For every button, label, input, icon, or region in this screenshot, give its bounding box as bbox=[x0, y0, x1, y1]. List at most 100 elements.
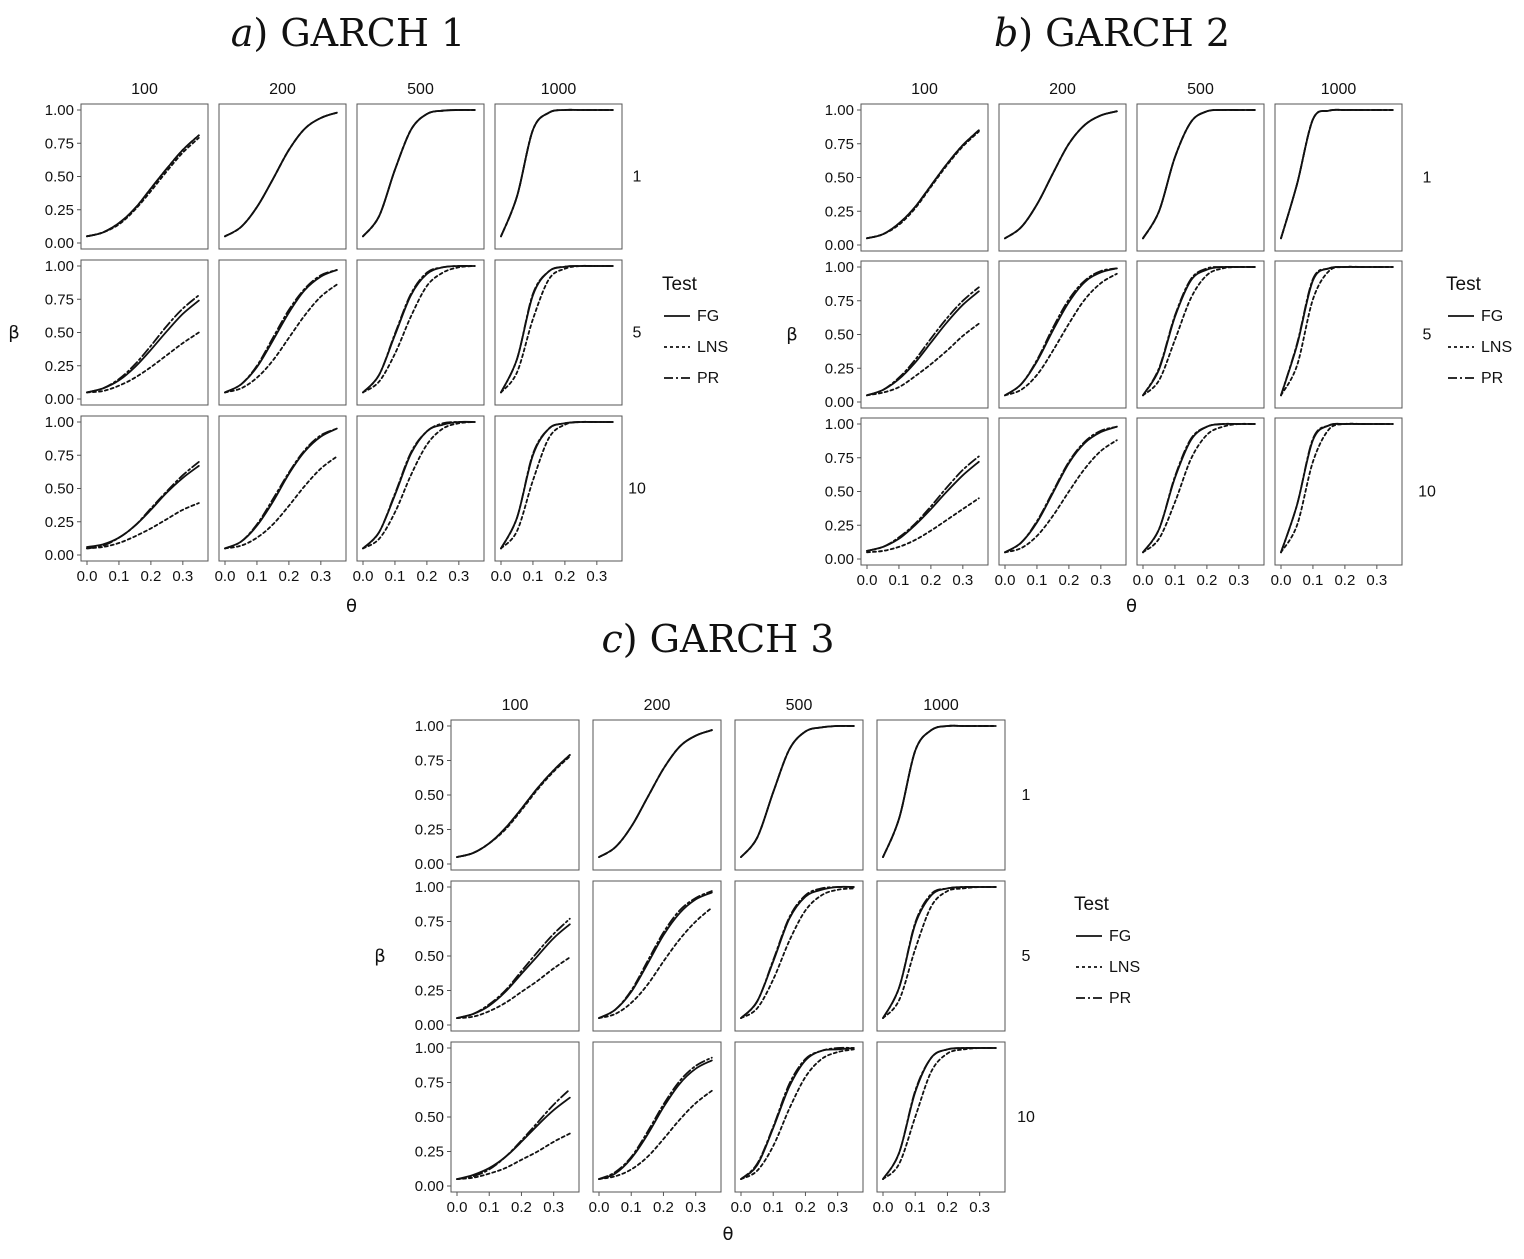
facet-panel: 0.0 0.1 0.2 0.3 bbox=[1271, 417, 1403, 589]
y-tick-label: 0.00 bbox=[825, 237, 854, 254]
row-strip-label: 10 bbox=[1017, 1109, 1035, 1126]
facet-panel bbox=[356, 103, 485, 250]
facet-frame bbox=[1136, 417, 1265, 566]
row-strip-label: 1 bbox=[633, 169, 642, 186]
y-tick-label: 0.50 bbox=[825, 170, 854, 187]
facet-panel: 0.0 0.1 0.2 0.3 bbox=[873, 1041, 1006, 1216]
y-tick-label: 0.50 bbox=[45, 325, 74, 342]
facet-panel: 0.00 0.25 0.50 0.75 1.00 0.0 0.1 0.2 0.3 bbox=[45, 414, 209, 585]
y-tick-label: 0.75 bbox=[415, 753, 444, 770]
x-tick-label: 0.1 bbox=[385, 568, 406, 585]
x-tick-label: 0.2 bbox=[1196, 572, 1217, 589]
x-tick-label: 0.0 bbox=[873, 1199, 894, 1216]
x-tick-label: 0.1 bbox=[763, 1199, 784, 1216]
x-tick-label: 0.2 bbox=[937, 1199, 958, 1216]
series-line-pr bbox=[1280, 422, 1394, 554]
x-tick-label: 0.2 bbox=[278, 568, 299, 585]
facet-panel: 0.00 0.25 0.50 0.75 1.00 0.0 0.1 0.2 0.3 bbox=[825, 416, 989, 589]
series-line-lns bbox=[740, 1048, 855, 1180]
facet-frame bbox=[450, 719, 580, 871]
y-tick-label: 0.00 bbox=[415, 1178, 444, 1195]
x-tick-label: 0.0 bbox=[491, 568, 512, 585]
facet-panel: 0.00 0.25 0.50 0.75 1.00 bbox=[415, 879, 580, 1034]
facet-frame bbox=[1274, 417, 1403, 566]
facet-panel bbox=[1274, 103, 1403, 252]
series-line-pr bbox=[598, 890, 713, 1019]
facet-frame bbox=[494, 103, 623, 250]
x-tick-label: 0.2 bbox=[140, 568, 161, 585]
y-tick-label: 0.75 bbox=[45, 447, 74, 464]
facet-frame bbox=[734, 719, 864, 871]
y-tick-label: 0.00 bbox=[415, 856, 444, 873]
y-tick-label: 1.00 bbox=[45, 258, 74, 275]
facet-frame bbox=[356, 103, 485, 250]
facet-panel bbox=[1136, 260, 1265, 409]
facet-panel: 0.00 0.25 0.50 0.75 1.00 bbox=[415, 718, 580, 873]
x-tick-label: 0.0 bbox=[353, 568, 374, 585]
x-tick-label: 0.1 bbox=[1027, 572, 1048, 589]
y-tick-label: 0.25 bbox=[45, 202, 74, 219]
y-tick-label: 1.00 bbox=[415, 718, 444, 735]
facet-grid-garch-1: 100 200 500 100015100.000.250.500.751.000.0… bbox=[8, 81, 728, 617]
col-strip-label: 200 bbox=[269, 81, 296, 98]
series-line-lns bbox=[224, 455, 338, 550]
x-tick-label: 0.1 bbox=[479, 1199, 500, 1216]
row-strip-label: 1 bbox=[1423, 170, 1432, 187]
x-tick-label: 0.3 bbox=[172, 568, 193, 585]
x-tick-label: 0.0 bbox=[1271, 572, 1292, 589]
facet-panel: 0.00 0.25 0.50 0.75 1.00 bbox=[825, 102, 989, 254]
facet-frame bbox=[734, 880, 864, 1032]
facet-panel bbox=[1136, 103, 1265, 252]
y-tick-label: 0.00 bbox=[825, 394, 854, 411]
x-tick-label: 0.1 bbox=[905, 1199, 926, 1216]
x-tick-label: 0.3 bbox=[543, 1199, 564, 1216]
x-tick-label: 0.1 bbox=[1303, 572, 1324, 589]
series-line-pr bbox=[362, 109, 476, 238]
series-line-pr bbox=[500, 421, 614, 550]
col-strip-label: 500 bbox=[1187, 81, 1214, 98]
facet-panel: 0.0 0.1 0.2 0.3 bbox=[1133, 417, 1265, 589]
series-line-pr bbox=[740, 725, 855, 858]
series-line-pr bbox=[1280, 108, 1394, 240]
facet-panel bbox=[494, 103, 623, 250]
series-line-pr bbox=[456, 1088, 571, 1180]
legend-label-lns: LNS bbox=[1481, 339, 1512, 356]
series-line-lns bbox=[866, 322, 980, 397]
x-tick-label: 0.2 bbox=[920, 572, 941, 589]
series-line-pr bbox=[866, 455, 980, 552]
facet-panel: 0.0 0.1 0.2 0.3 bbox=[353, 415, 485, 585]
series-line-pr bbox=[500, 108, 614, 238]
y-tick-label: 0.50 bbox=[825, 327, 854, 344]
col-strip-label: 1000 bbox=[541, 81, 577, 98]
facet-frame bbox=[1274, 103, 1403, 252]
facet-panel: 0.00 0.25 0.50 0.75 1.00 0.0 0.1 0.2 0.3 bbox=[415, 1040, 580, 1216]
facet-grid-garch-2: 100 200 500 100015100.000.250.500.751.000.0… bbox=[786, 81, 1512, 617]
series-line-lns bbox=[224, 283, 338, 394]
x-tick-label: 0.2 bbox=[554, 568, 575, 585]
y-tick-label: 1.00 bbox=[45, 414, 74, 431]
x-tick-label: 0.1 bbox=[247, 568, 268, 585]
y-tick-label: 0.50 bbox=[45, 169, 74, 186]
legend-label-fg: FG bbox=[697, 308, 719, 325]
legend-label-pr: PR bbox=[697, 370, 719, 387]
series-line-pr bbox=[86, 134, 200, 238]
x-tick-label: 0.2 bbox=[1058, 572, 1079, 589]
x-tick-label: 0.3 bbox=[1228, 572, 1249, 589]
y-tick-label: 0.00 bbox=[825, 551, 854, 568]
x-tick-label: 0.0 bbox=[215, 568, 236, 585]
x-tick-label: 0.3 bbox=[827, 1199, 848, 1216]
facet-frame bbox=[876, 719, 1006, 871]
col-strip-label: 100 bbox=[131, 81, 158, 98]
x-tick-label: 0.0 bbox=[731, 1199, 752, 1216]
panel-a-title: a) GARCH 1 bbox=[231, 11, 465, 55]
x-tick-label: 0.1 bbox=[523, 568, 544, 585]
facet-panel: 0.00 0.25 0.50 0.75 1.00 bbox=[45, 258, 209, 408]
y-tick-label: 0.50 bbox=[825, 484, 854, 501]
facet-frame bbox=[860, 417, 989, 566]
series-line-pr bbox=[1004, 267, 1118, 397]
series-line-pr bbox=[740, 1046, 855, 1180]
y-tick-label: 0.75 bbox=[45, 291, 74, 308]
facet-panel bbox=[876, 880, 1006, 1032]
x-tick-label: 0.3 bbox=[1366, 572, 1387, 589]
y-tick-label: 1.00 bbox=[825, 259, 854, 276]
